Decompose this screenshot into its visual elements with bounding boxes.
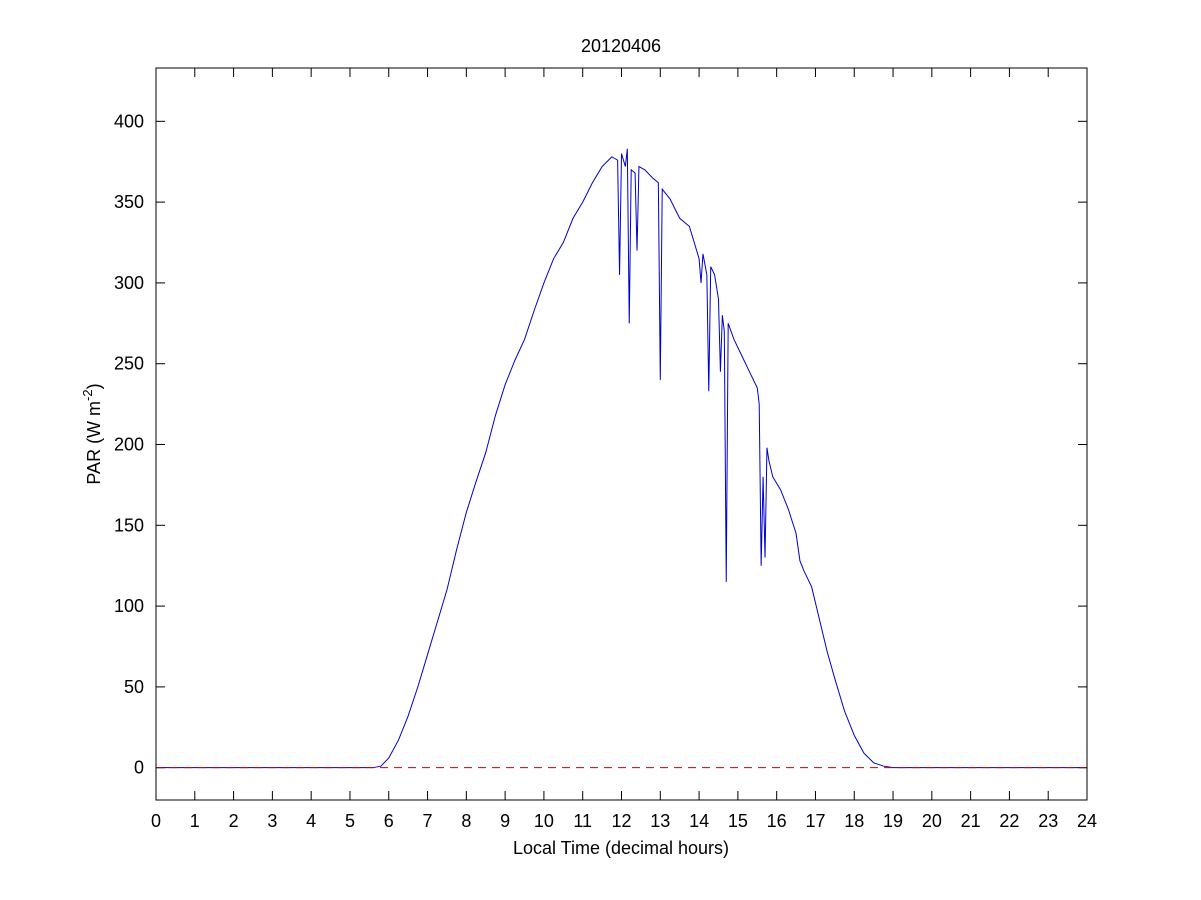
plot-frame (155, 67, 1088, 801)
data-line (156, 148, 1087, 769)
chart-title: 20120406 (581, 36, 661, 56)
x-tick-label: 17 (805, 811, 825, 831)
y-label-superscript: -2 (80, 389, 95, 401)
x-tick-label: 7 (423, 811, 433, 831)
y-tick-label: 250 (114, 354, 144, 374)
x-tick-label: 11 (573, 811, 592, 831)
x-tick-label: 10 (534, 811, 554, 831)
x-tick-label: 18 (844, 811, 864, 831)
x-tick-label: 23 (1038, 811, 1058, 831)
y-tick-label: 300 (114, 273, 144, 293)
x-tick-label: 19 (883, 811, 903, 831)
y-label-tail: ) (84, 383, 104, 389)
x-tick-label: 3 (267, 811, 277, 831)
x-tick-label: 24 (1077, 811, 1097, 831)
y-tick-label: 100 (114, 596, 144, 616)
x-tick-label: 0 (151, 811, 161, 831)
y-label-main: PAR (W m (84, 401, 104, 485)
x-tick-label: 14 (689, 811, 709, 831)
x-tick-label: 4 (306, 811, 316, 831)
x-tick-label: 15 (728, 811, 748, 831)
y-axis-label: PAR (W m-2) (80, 383, 104, 484)
x-tick-label: 16 (767, 811, 787, 831)
x-tick-label: 12 (611, 811, 631, 831)
x-tick-label: 1 (190, 811, 200, 831)
y-tick-label: 150 (114, 515, 144, 535)
x-tick-label: 5 (345, 811, 355, 831)
x-tick-label: 13 (650, 811, 670, 831)
x-tick-label: 8 (461, 811, 471, 831)
y-tick-label: 50 (124, 677, 144, 697)
x-tick-label: 6 (384, 811, 394, 831)
x-tick-label: 20 (922, 811, 942, 831)
x-tick-label: 9 (500, 811, 510, 831)
x-tick-label: 2 (229, 811, 239, 831)
y-tick-label: 350 (114, 192, 144, 212)
y-tick-label: 200 (114, 435, 144, 455)
x-axis-label: Local Time (decimal hours) (513, 838, 729, 858)
x-tick-label: 22 (999, 811, 1019, 831)
y-tick-label: 400 (114, 111, 144, 131)
x-tick-label: 21 (961, 811, 981, 831)
y-tick-label: 0 (134, 758, 144, 778)
